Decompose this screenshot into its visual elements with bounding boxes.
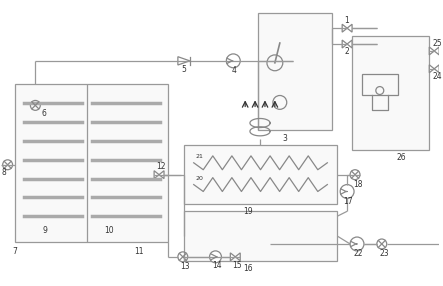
Polygon shape — [429, 65, 434, 73]
Circle shape — [350, 237, 364, 251]
Text: 7: 7 — [12, 247, 17, 256]
Polygon shape — [429, 47, 434, 55]
Bar — [352, 36, 429, 150]
Text: 15: 15 — [232, 261, 242, 270]
Text: 5: 5 — [182, 65, 187, 74]
Text: 1: 1 — [344, 16, 349, 25]
Text: 13: 13 — [180, 262, 190, 271]
Polygon shape — [342, 40, 347, 48]
Circle shape — [210, 251, 222, 263]
Text: 4: 4 — [231, 66, 236, 75]
Text: 12: 12 — [156, 162, 166, 171]
Bar — [258, 13, 332, 130]
Text: 18: 18 — [353, 180, 362, 189]
Polygon shape — [434, 65, 439, 73]
Polygon shape — [178, 57, 190, 65]
Polygon shape — [154, 171, 159, 179]
Bar — [15, 84, 168, 242]
Polygon shape — [342, 24, 347, 32]
Polygon shape — [347, 40, 352, 48]
Polygon shape — [230, 253, 235, 261]
Text: 14: 14 — [213, 261, 222, 270]
Text: 16: 16 — [243, 264, 253, 273]
Text: 2: 2 — [344, 47, 349, 56]
Bar — [362, 74, 398, 96]
Text: 6: 6 — [41, 109, 46, 118]
Polygon shape — [159, 171, 164, 179]
Bar — [184, 211, 337, 261]
Text: 20: 20 — [196, 176, 204, 181]
Text: 21: 21 — [196, 154, 204, 159]
Circle shape — [340, 184, 354, 198]
Text: 24: 24 — [432, 72, 442, 81]
Polygon shape — [235, 253, 240, 261]
Text: 3: 3 — [283, 134, 288, 142]
Text: 8: 8 — [2, 168, 7, 177]
Text: 23: 23 — [380, 249, 389, 258]
Text: 25: 25 — [432, 39, 442, 47]
Bar — [184, 145, 337, 204]
Polygon shape — [347, 24, 352, 32]
Text: 17: 17 — [343, 197, 353, 206]
Text: 9: 9 — [42, 226, 47, 235]
Text: 19: 19 — [243, 207, 253, 216]
Text: 22: 22 — [353, 249, 362, 258]
Circle shape — [226, 54, 240, 68]
Text: 11: 11 — [134, 247, 144, 256]
Text: 26: 26 — [396, 153, 406, 162]
Text: 10: 10 — [105, 226, 114, 235]
Polygon shape — [434, 47, 439, 55]
